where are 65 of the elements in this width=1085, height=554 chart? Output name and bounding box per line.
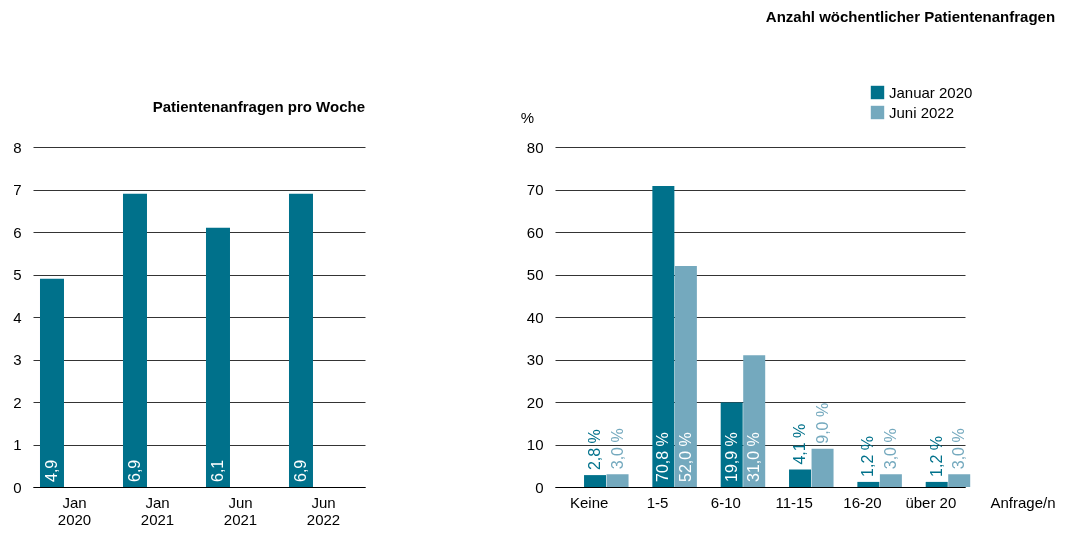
- y-tick-label: 40: [526, 308, 544, 326]
- bar: [288, 193, 313, 487]
- chart-title: Anzahl wöchentlicher Patientenanfragen: [765, 8, 1056, 25]
- y-tick-label: 0: [13, 478, 22, 496]
- x-tick-label: 1-5: [646, 493, 669, 511]
- y-tick-label: 4: [13, 308, 22, 326]
- y-tick-label: 50: [526, 266, 544, 283]
- x-tick-label: Jun 2022: [306, 493, 341, 528]
- legend-label: Juni 2022: [889, 103, 955, 121]
- bar: [879, 474, 902, 487]
- bar: [811, 448, 834, 487]
- x-tick-label: über 20: [905, 493, 957, 511]
- bar: [948, 474, 971, 487]
- x-tick-label: 16-20: [843, 493, 882, 511]
- x-axis-title: Anfrage/n: [990, 493, 1056, 511]
- x-tick-label: Jan 2020: [57, 493, 92, 528]
- x-tick-label: Jun 2021: [223, 493, 258, 528]
- bar: [122, 193, 147, 487]
- y-tick-label: 30: [526, 351, 544, 368]
- bar: [743, 355, 766, 487]
- data-label: 3,0 %: [950, 428, 968, 470]
- y-tick-label: 2: [13, 393, 22, 411]
- bar: [857, 481, 880, 487]
- y-axis-title: %: [520, 108, 535, 126]
- bar: [789, 469, 812, 487]
- data-label: 4,9: [42, 459, 60, 482]
- data-label: 19,9 %: [722, 432, 740, 482]
- y-tick-label: 6: [13, 223, 22, 241]
- y-tick-label: 7: [13, 181, 22, 198]
- data-label: 6,9: [291, 459, 309, 482]
- x-tick-label: 6-10: [710, 493, 741, 511]
- data-label: 3,0 %: [608, 428, 626, 470]
- bar: [674, 266, 697, 487]
- data-label: 4,1 %: [791, 423, 809, 465]
- bar: [606, 474, 629, 487]
- bar: [652, 186, 675, 487]
- y-tick-label: 60: [526, 223, 544, 241]
- y-tick-label: 0: [535, 478, 544, 496]
- x-tick-label: Keine: [569, 493, 609, 511]
- data-label: 1,2 %: [927, 435, 945, 477]
- y-tick-label: 70: [526, 181, 544, 198]
- y-tick-label: 10: [526, 436, 544, 453]
- data-label: 6,1: [208, 459, 226, 482]
- data-label: 31,0 %: [745, 432, 763, 482]
- y-tick-label: 80: [526, 138, 544, 156]
- data-label: 6,9: [125, 459, 143, 482]
- chart-title: Patientenanfragen pro Woche: [152, 98, 365, 115]
- y-tick-label: 20: [526, 393, 544, 411]
- x-tick-label: Jan 2021: [140, 493, 175, 528]
- bar: [39, 278, 64, 487]
- bar: [205, 227, 230, 487]
- data-label: 2,8 %: [586, 429, 604, 471]
- data-label: 1,2 %: [859, 435, 877, 477]
- y-tick-label: 3: [13, 351, 22, 368]
- x-tick-label: 11-15: [775, 493, 813, 511]
- legend-label: Januar 2020: [889, 83, 973, 101]
- data-label: 9,0 %: [813, 402, 831, 444]
- data-label: 52,0 %: [676, 432, 694, 482]
- y-tick-label: 5: [13, 266, 22, 283]
- y-tick-label: 8: [13, 138, 22, 156]
- bar: [925, 481, 948, 487]
- bar: [584, 475, 607, 487]
- y-tick-label: 1: [13, 436, 22, 453]
- data-label: 3,0 %: [881, 428, 899, 470]
- data-label: 70,8 %: [654, 432, 672, 482]
